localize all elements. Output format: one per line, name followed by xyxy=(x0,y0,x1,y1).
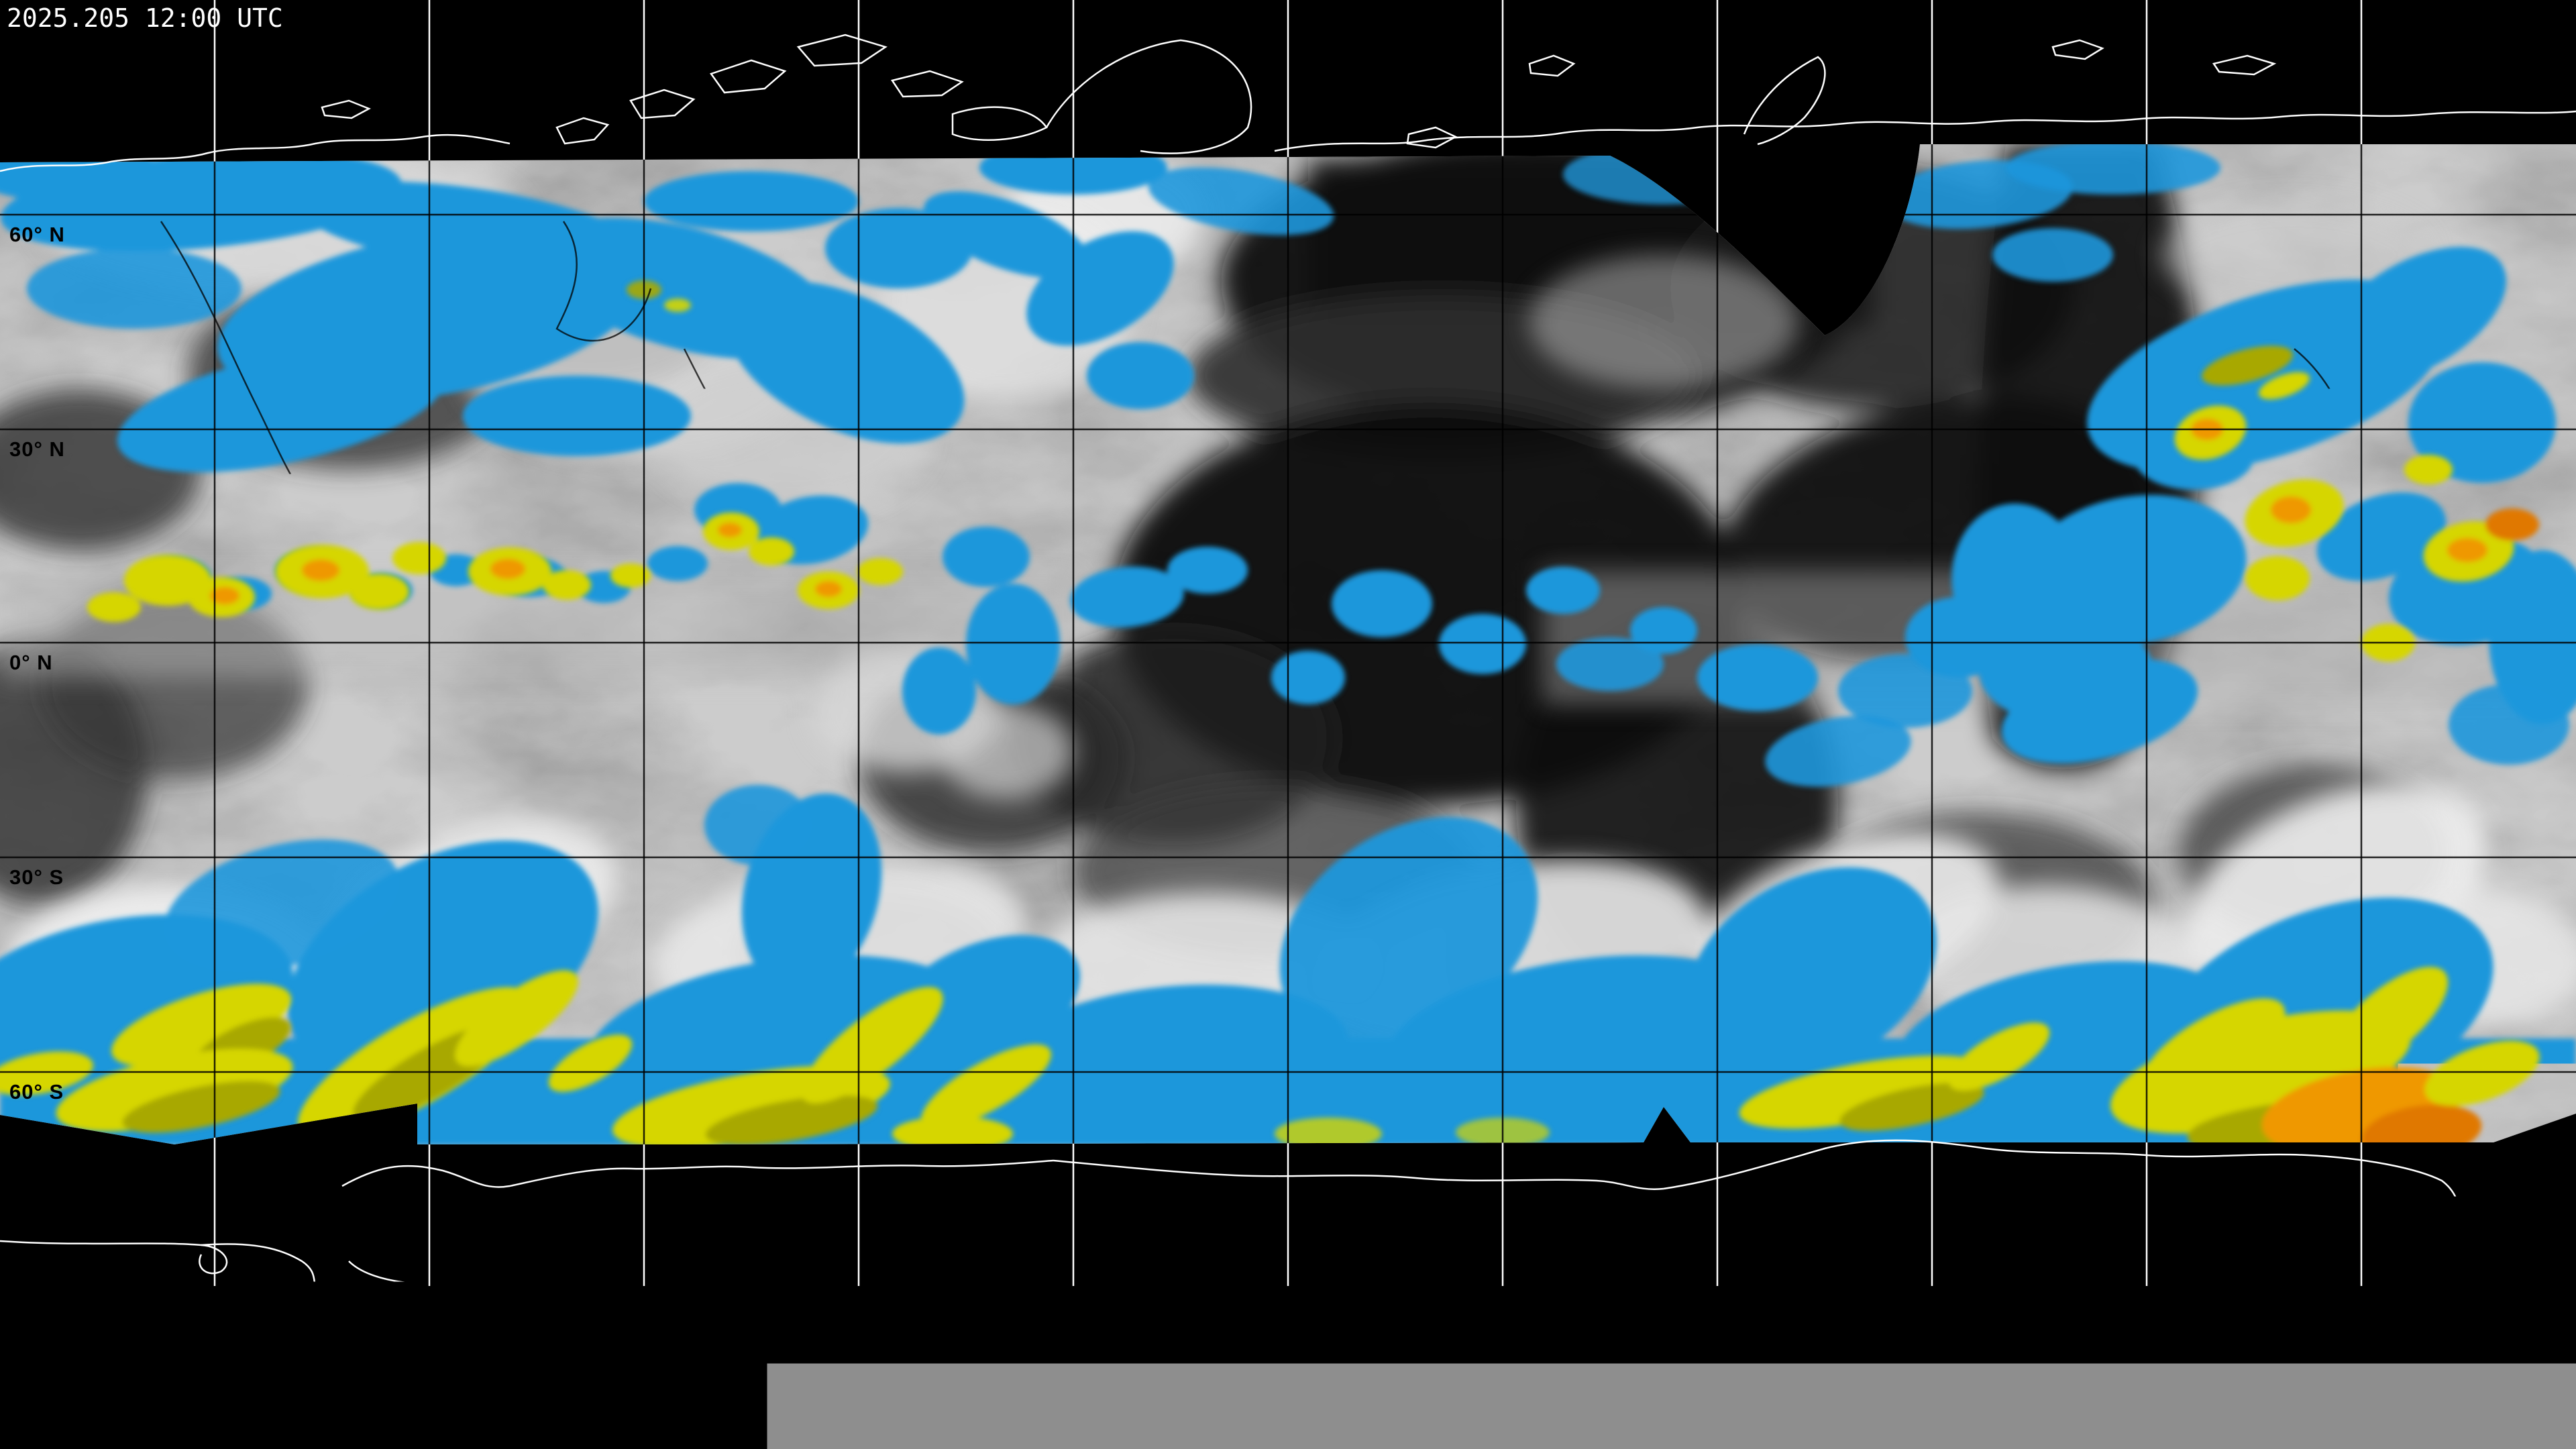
colorbar-tick-label: 280 xyxy=(1576,1351,1619,1379)
cloud-blob xyxy=(1529,255,1798,389)
yellow-cloud-blob xyxy=(349,574,409,610)
latitude-label: 60° S xyxy=(9,1080,64,1104)
colorbar-tick-label: 300 xyxy=(1753,1351,1796,1379)
yellow-cloud-blob xyxy=(749,537,794,566)
yellow-cloud-blob xyxy=(664,299,691,312)
blue-cloud-blob xyxy=(1271,651,1345,704)
blue-cloud-blob xyxy=(966,584,1060,704)
orange-cloud-blob xyxy=(2447,538,2487,562)
latitude-label: 30° N xyxy=(9,437,65,461)
colorbar-tick-label: 260 xyxy=(1399,1351,1442,1379)
orange-cloud-blob xyxy=(718,523,742,537)
orange-cloud-blob xyxy=(302,559,339,581)
blue-cloud-blob xyxy=(1992,228,2113,282)
blue-cloud-blob xyxy=(1167,547,1248,594)
colorbar-tick-label: 200 xyxy=(867,1351,911,1379)
colorbar-tick-label: 290 xyxy=(1664,1351,1708,1379)
orange-cloud-blob xyxy=(815,581,842,597)
blue-cloud-blob xyxy=(1332,570,1432,637)
imagery xyxy=(0,121,2576,1174)
colorbar-tick-label: 230 xyxy=(1133,1351,1177,1379)
blue-cloud-blob xyxy=(463,376,691,456)
satellite-composite-map: 60° N 30° N 0° N 30° S 60° S 2025.205 12:00 … xyxy=(0,0,2576,1449)
yellow-cloud-blob xyxy=(2404,455,2453,484)
colorbar-tick-label: 240 xyxy=(1222,1351,1265,1379)
blue-cloud-blob xyxy=(902,647,976,735)
blue-cloud-blob xyxy=(1087,342,1194,409)
colorbar-tick-label: 180 xyxy=(690,1351,734,1379)
yellow-cloud-blob xyxy=(543,570,591,600)
blue-cloud-blob xyxy=(943,527,1030,587)
colorbar-gradient-bar xyxy=(712,1303,1864,1331)
latitude-label: 0° N xyxy=(9,651,53,674)
yellow-cloud-blob xyxy=(2245,556,2310,600)
blue-cloud-blob xyxy=(647,546,708,581)
blue-cloud-blob xyxy=(1439,614,1526,674)
blue-cloud-blob xyxy=(27,248,241,329)
blue-cloud-blob xyxy=(1526,567,1600,614)
blue-cloud-blob xyxy=(1697,644,1818,711)
colorbar-tick-label: 190 xyxy=(779,1351,822,1379)
map-bottom-border xyxy=(0,1286,2576,1288)
yellow-cloud-blob xyxy=(392,542,446,574)
orange-cloud-blob xyxy=(490,559,525,579)
colorbar-caption: Brightness Temperature in 3.75um, Kelvin xyxy=(981,1384,1595,1413)
timestamp-label: 2025.205 12:00 UTC xyxy=(7,3,283,33)
yellow-cloud-blob xyxy=(87,592,141,622)
colorbar-tick-label: 270 xyxy=(1487,1351,1531,1379)
latitude-label: 60° N xyxy=(9,223,65,246)
colorbar-tick-label: 220 xyxy=(1044,1351,1088,1379)
latitude-label: 30° S xyxy=(9,865,64,889)
blue-cloud-blob xyxy=(2449,684,2569,765)
colorbar-tick-label: 250 xyxy=(1310,1351,1354,1379)
blue-cloud-blob xyxy=(1630,607,1697,654)
blue-cloud-blob xyxy=(644,171,859,231)
orange-cloud-blob xyxy=(2271,496,2311,523)
orange-cloud-blob xyxy=(2485,508,2539,541)
blue-cloud-blob xyxy=(704,785,812,865)
colorbar-tick-label: 310 xyxy=(1841,1351,1885,1379)
blue-cloud-blob xyxy=(2006,141,2220,195)
colorbar-tick-label: 210 xyxy=(956,1351,1000,1379)
yellow-cloud-blob xyxy=(857,558,903,585)
